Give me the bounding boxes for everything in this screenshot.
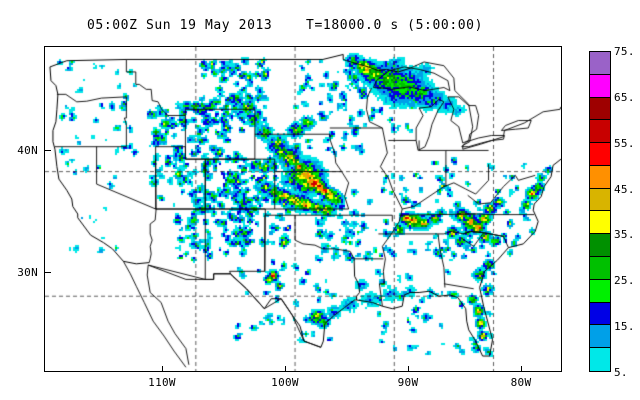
colorbar-band-25-30 xyxy=(590,257,610,280)
ytick-label-30n: 30N xyxy=(17,266,38,279)
colorbar-label-25: 25. xyxy=(614,274,635,288)
colorbar-band-30-35 xyxy=(590,234,610,258)
figure-title: 05:00Z Sun 19 May 2013 T=18000.0 s (5:00… xyxy=(86,18,484,33)
colorbar-band-40-45 xyxy=(590,188,610,212)
xtick-mark-80w xyxy=(521,366,522,372)
xtick-label-100w: 100W xyxy=(271,376,299,389)
colorbar-label-15: 15. xyxy=(614,320,635,334)
xtick-mark-100w xyxy=(285,366,286,372)
colorbar-band-65-70 xyxy=(590,74,610,98)
colorbar-band-20-25 xyxy=(590,279,610,303)
colorbar-label-35: 35. xyxy=(614,228,635,242)
colorbar-band-55-60 xyxy=(590,120,610,144)
colorbar-band-50-55 xyxy=(590,143,610,166)
colorbar-band-45-50 xyxy=(590,165,610,189)
colorbar-label-55: 55. xyxy=(614,136,635,150)
xtick-label-90w: 90W xyxy=(397,376,419,389)
xtick-mark-110w xyxy=(162,366,163,372)
colorbar-band-70-75 xyxy=(590,52,610,75)
ytick-mark-40n xyxy=(45,150,51,151)
xtick-mark-90w xyxy=(408,366,409,372)
colorbar-band-60-65 xyxy=(590,97,610,121)
colorbar-band-5-10 xyxy=(590,348,610,371)
colorbar-label-45: 45. xyxy=(614,182,635,196)
colorbar-label-65: 65. xyxy=(614,90,635,104)
ytick-label-40n: 40N xyxy=(17,144,38,157)
colorbar-band-35-40 xyxy=(590,211,610,235)
map-plot-area[interactable] xyxy=(44,46,562,372)
reflectivity-colorbar[interactable] xyxy=(589,51,611,372)
colorbar-label-5: 5. xyxy=(614,366,628,379)
reflectivity-map-canvas[interactable] xyxy=(45,47,561,371)
xtick-label-110w: 110W xyxy=(148,376,176,389)
colorbar-label-75: 75. xyxy=(614,45,635,58)
xtick-label-80w: 80W xyxy=(510,376,532,389)
ytick-mark-30n xyxy=(45,272,51,273)
colorbar-band-10-15 xyxy=(590,325,610,349)
colorbar-band-15-20 xyxy=(590,302,610,326)
